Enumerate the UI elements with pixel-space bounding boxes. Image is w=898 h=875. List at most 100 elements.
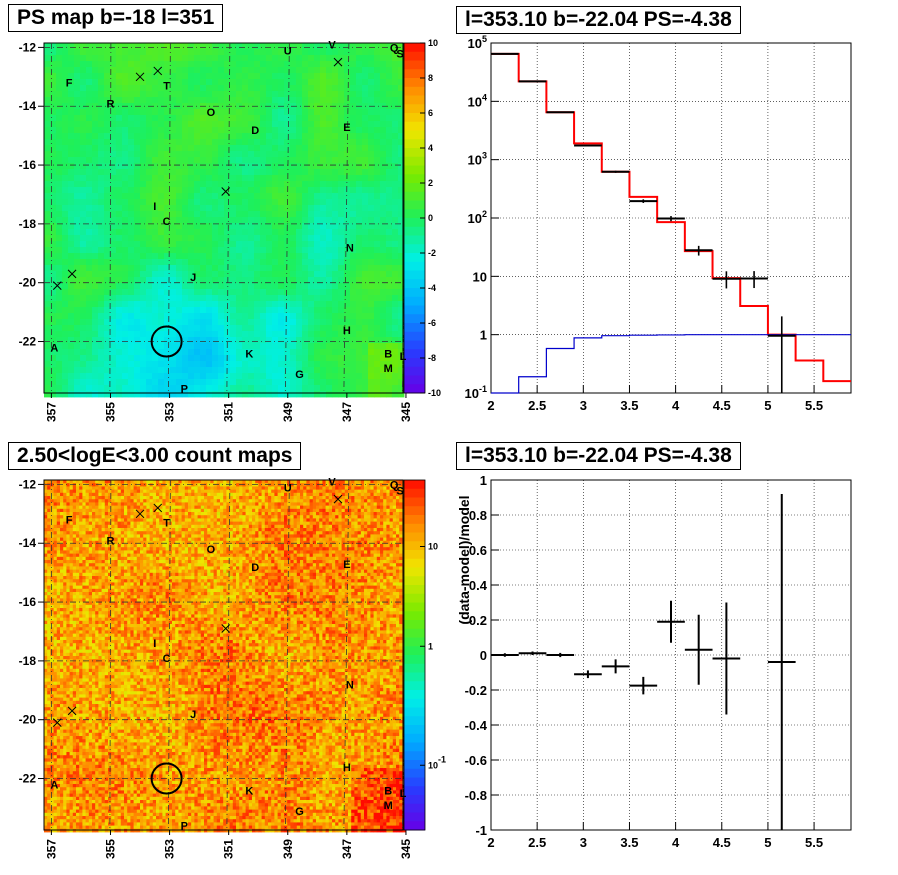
tl-map-pixel xyxy=(218,385,225,392)
tl-map-pixel xyxy=(122,73,129,80)
tl-map-pixel xyxy=(350,121,357,128)
tl-map-pixel xyxy=(182,103,189,110)
tl-map-pixel xyxy=(230,367,237,374)
tl-map-pixel xyxy=(320,325,327,332)
tl-map-pixel xyxy=(296,55,303,62)
tl-map-pixel xyxy=(368,283,375,290)
tl-map-pixel xyxy=(296,379,303,386)
tl-map-pixel xyxy=(392,49,399,56)
tl-map-pixel xyxy=(302,277,309,284)
tl-map-pixel xyxy=(248,109,255,116)
tl-map-pixel xyxy=(212,127,219,134)
tl-map-pixel xyxy=(254,175,261,182)
bl-map-pixel xyxy=(60,608,64,612)
tl-map-pixel xyxy=(116,121,123,128)
bl-map-pixel xyxy=(50,601,54,606)
bl-map-pixel xyxy=(72,784,77,788)
bl-map-pixel xyxy=(76,668,80,673)
tl-map-pixel xyxy=(116,295,123,302)
tl-map-pixel xyxy=(230,175,237,182)
tl-map-pixel xyxy=(386,181,393,188)
tl-source-label-u: U xyxy=(284,45,292,57)
tl-map-pixel xyxy=(116,349,123,356)
tl-map-pixel xyxy=(380,247,387,254)
tl-map-pixel xyxy=(350,355,357,362)
tl-map-pixel xyxy=(230,295,237,302)
tl-map-pixel xyxy=(242,139,249,146)
bl-map-pixel xyxy=(69,585,74,590)
bl-map-pixel xyxy=(79,547,83,551)
bl-map-pixel xyxy=(53,640,58,644)
bl-map-pixel xyxy=(60,720,64,724)
tl-map-pixel xyxy=(188,73,195,80)
bl-map-pixel xyxy=(47,780,51,785)
tl-map-pixel xyxy=(368,121,375,128)
tl-map-pixel xyxy=(368,379,375,386)
tl-map-pixel xyxy=(146,277,153,284)
tl-map-pixel xyxy=(374,43,381,50)
tl-map-pixel xyxy=(98,91,105,98)
bl-map-pixel xyxy=(47,771,51,775)
tl-map-pixel xyxy=(326,211,333,218)
tl-map-pixel xyxy=(122,199,129,206)
tl-map-pixel xyxy=(68,235,75,242)
tl-map-pixel xyxy=(314,55,321,62)
tl-map-pixel xyxy=(134,55,141,62)
tl-map-pixel xyxy=(68,55,75,62)
tl-map-pixel xyxy=(116,199,123,206)
tl-map-pixel xyxy=(86,331,93,338)
tl-map-pixel xyxy=(230,313,237,320)
bl-map-pixel xyxy=(50,710,54,714)
bl-map-pixel xyxy=(47,611,51,615)
tl-map-pixel xyxy=(50,325,57,332)
tl-map-pixel xyxy=(176,295,183,302)
tl-map-pixel xyxy=(302,97,309,104)
tl-map-pixel xyxy=(272,331,279,338)
tl-map-pixel xyxy=(158,367,165,374)
bl-map-pixel xyxy=(66,758,70,762)
tl-map-pixel xyxy=(326,79,333,86)
tl-map-pixel xyxy=(86,241,93,248)
tl-map-pixel xyxy=(314,265,321,272)
tl-map-pixel xyxy=(122,79,129,86)
tl-map-pixel xyxy=(104,325,111,332)
tl-map-pixel xyxy=(134,295,141,302)
tl-map-pixel xyxy=(308,73,315,80)
tl-map-pixel xyxy=(266,265,273,272)
tl-map-pixel xyxy=(116,259,123,266)
tl-map-pixel xyxy=(224,295,231,302)
tl-map-pixel xyxy=(374,85,381,92)
tl-map-pixel xyxy=(374,325,381,332)
bl-map-pixel xyxy=(66,784,70,788)
tl-map-pixel xyxy=(116,361,123,368)
tl-map-pixel xyxy=(332,91,339,98)
tl-map-pixel xyxy=(116,157,123,164)
tl-map-pixel xyxy=(236,337,243,344)
bl-map-pixel xyxy=(66,675,70,679)
bl-map-pixel xyxy=(50,540,54,545)
tl-map-pixel xyxy=(62,247,69,254)
tl-map-pixel xyxy=(152,43,159,50)
tl-map-pixel xyxy=(284,67,291,74)
tl-map-pixel xyxy=(146,253,153,260)
bl-map-pixel xyxy=(63,825,67,830)
bl-map-pixel xyxy=(53,512,58,516)
bl-map-pixel xyxy=(69,758,74,762)
tl-map-pixel xyxy=(164,229,171,236)
tl-map-pixel xyxy=(122,145,129,152)
tl-map-pixel xyxy=(248,73,255,80)
tl-map-pixel xyxy=(98,283,105,290)
tl-map-pixel xyxy=(248,229,255,236)
tl-map-pixel xyxy=(200,361,207,368)
tl-map-pixel xyxy=(104,241,111,248)
tl-map-pixel xyxy=(278,253,285,260)
tl-map-pixel xyxy=(266,211,273,218)
tl-map-pixel xyxy=(254,379,261,386)
bl-map-pixel xyxy=(79,531,83,535)
tl-colorbar-segment xyxy=(404,323,425,333)
tl-map-pixel xyxy=(44,337,51,344)
bl-map-pixel xyxy=(69,716,74,721)
tl-map-pixel xyxy=(146,139,153,146)
bl-map-pixel xyxy=(44,486,48,490)
tl-map-pixel xyxy=(68,85,75,92)
